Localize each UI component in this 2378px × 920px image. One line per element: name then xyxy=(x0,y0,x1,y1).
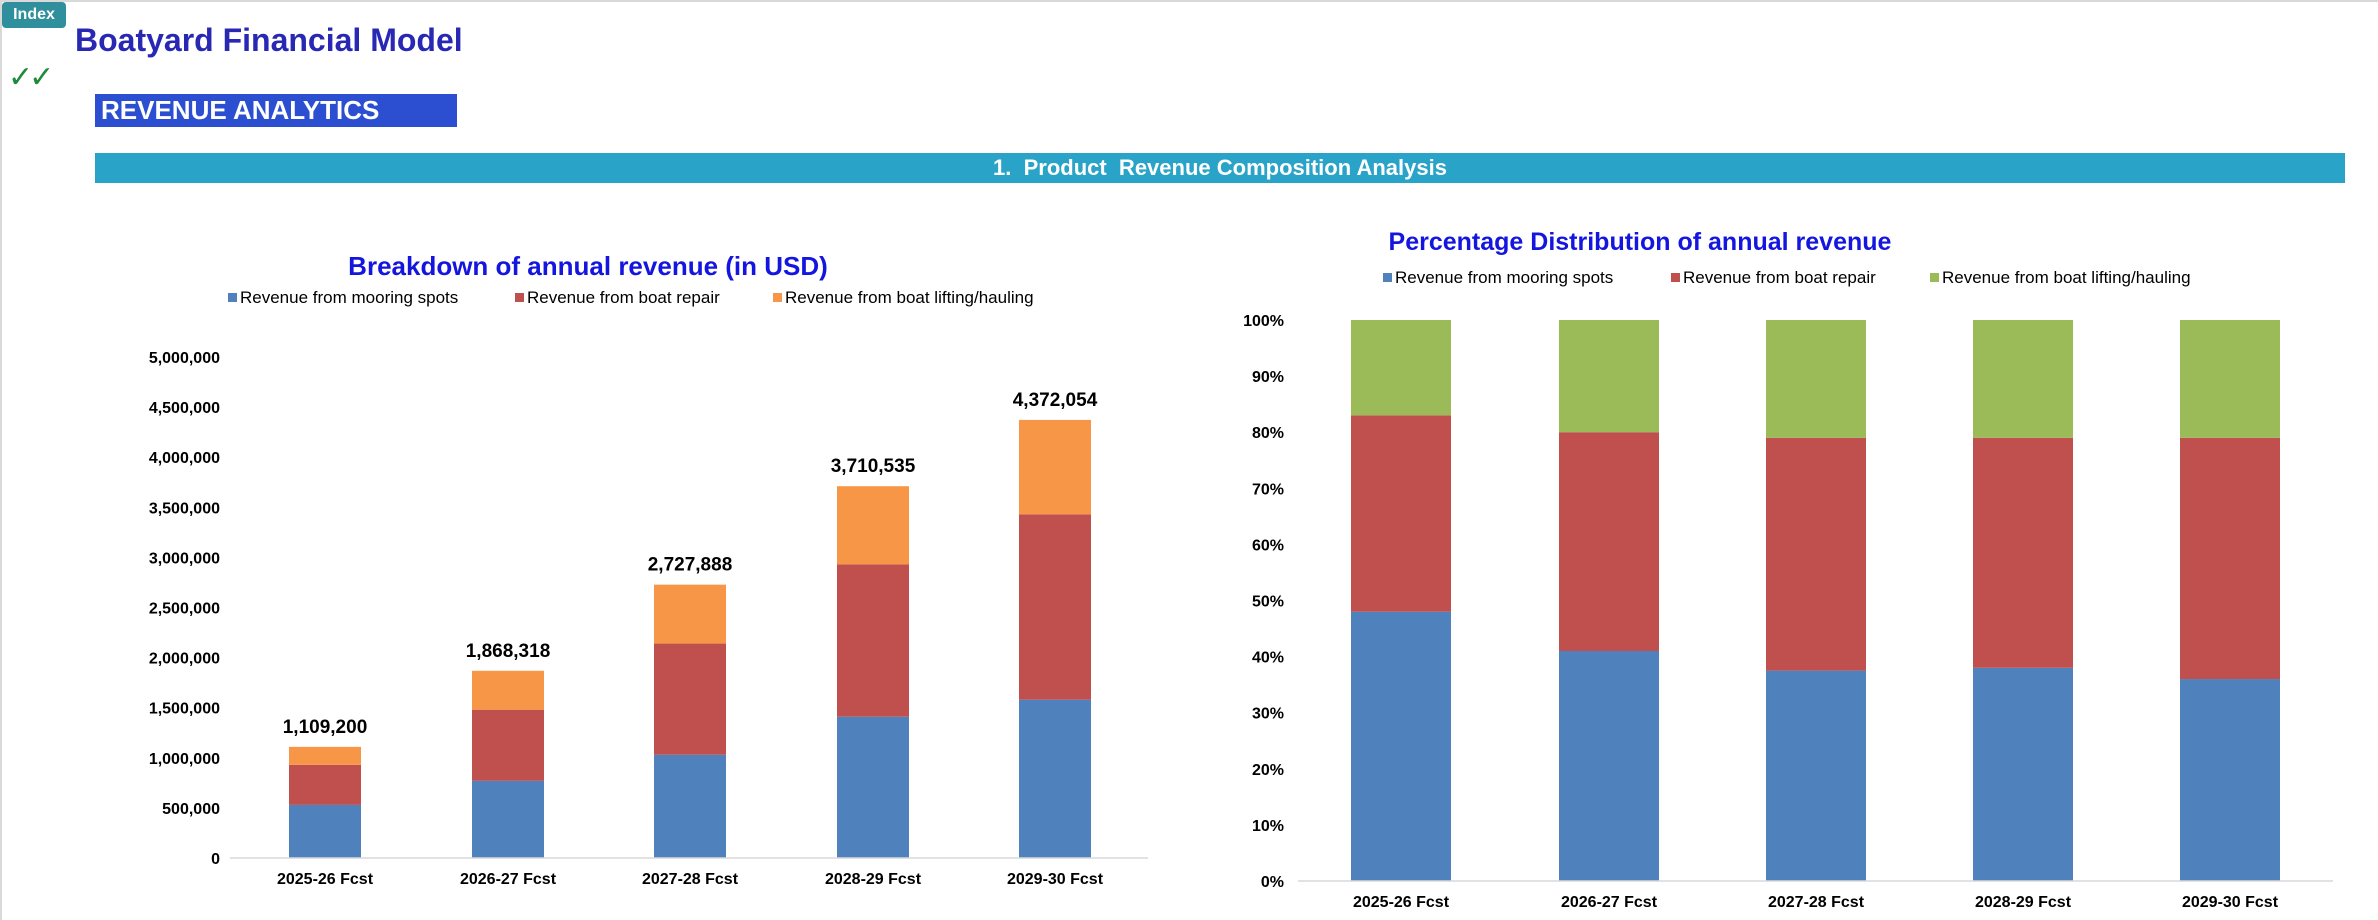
chart2-bar-2-5 xyxy=(2180,437,2280,680)
chart1-x-tick-label: 2028-29 Fcst xyxy=(825,871,922,888)
chart2-bar-2-4 xyxy=(1973,437,2073,668)
chart2-y-tick-label: 40% xyxy=(1252,650,1284,667)
chart1-bar-2-3 xyxy=(654,643,726,755)
chart2-legend-swatch-1 xyxy=(1383,273,1392,282)
chart1-y-tick-label: 1,000,000 xyxy=(149,751,220,768)
chart1-legend-swatch-3 xyxy=(773,293,782,302)
chart2-y-tick-label: 50% xyxy=(1252,594,1284,611)
chart2-y-tick-label: 20% xyxy=(1252,762,1284,779)
chart1-bar-3-5 xyxy=(1019,419,1091,515)
subsection-title: 1. Product Revenue Composition Analysis xyxy=(95,153,2345,183)
chart2-bar-3-4 xyxy=(1973,320,2073,438)
chart2-y-tick-label: 90% xyxy=(1252,369,1284,386)
chart1-total-label: 3,710,535 xyxy=(831,456,916,477)
chart1-y-tick-label: 2,500,000 xyxy=(149,601,220,618)
chart1-legend-swatch-1 xyxy=(228,293,237,302)
chart1-bar-3-1 xyxy=(289,746,361,765)
chart1-x-tick-label: 2026-27 Fcst xyxy=(460,871,557,888)
chart1-x-tick-label: 2029-30 Fcst xyxy=(1007,871,1104,888)
chart1-y-tick-label: 4,500,000 xyxy=(149,400,220,417)
chart1-total-label: 2,727,888 xyxy=(648,555,733,576)
chart2-y-tick-label: 80% xyxy=(1252,425,1284,442)
chart1-y-tick-label: 500,000 xyxy=(162,801,220,818)
chart1-total-label: 1,868,318 xyxy=(466,641,551,662)
chart2-title: Percentage Distribution of annual revenu… xyxy=(1389,228,1892,256)
chart1-bar-2-4 xyxy=(837,564,909,717)
chart2-bar-3-2 xyxy=(1559,320,1659,433)
chart2-x-tick-label: 2027-28 Fcst xyxy=(1768,894,1865,911)
chart2-y-tick-label: 100% xyxy=(1243,313,1284,330)
chart1-title: Breakdown of annual revenue (in USD) xyxy=(348,251,828,281)
chart1-bar-3-4 xyxy=(837,486,909,565)
top-border xyxy=(0,0,2378,2)
chart1-y-tick-label: 2,000,000 xyxy=(149,651,220,668)
chart2-y-tick-label: 70% xyxy=(1252,481,1284,498)
chart1-legend-swatch-2 xyxy=(515,293,524,302)
chart2-bar-1-3 xyxy=(1766,670,1866,881)
chart1-y-tick-label: 4,000,000 xyxy=(149,450,220,467)
chart1-bar-2-5 xyxy=(1019,514,1091,700)
chart1-x-tick-label: 2025-26 Fcst xyxy=(277,871,374,888)
chart1-bar-2-2 xyxy=(472,709,544,781)
chart2-bar-1-2 xyxy=(1559,650,1659,881)
chart2-x-tick-label: 2029-30 Fcst xyxy=(2182,894,2279,911)
chart1-y-tick-label: 3,000,000 xyxy=(149,550,220,567)
chart1-total-label: 1,109,200 xyxy=(283,717,368,738)
left-border xyxy=(0,0,2,920)
chart2-bar-2-3 xyxy=(1766,437,1866,671)
chart2-legend-label-3: Revenue from boat lifting/hauling xyxy=(1942,268,2191,287)
chart2-bar-1-5 xyxy=(2180,679,2280,881)
chart2-bar-2-2 xyxy=(1559,432,1659,651)
chart2-bar-2-1 xyxy=(1351,415,1451,612)
chart2-x-tick-label: 2025-26 Fcst xyxy=(1353,894,1450,911)
chart1-bar-1-5 xyxy=(1019,699,1091,858)
chart2-legend-label-1: Revenue from mooring spots xyxy=(1395,268,1613,287)
chart1-legend-label-1: Revenue from mooring spots xyxy=(240,288,458,307)
chart1-legend-label-2: Revenue from boat repair xyxy=(527,288,720,307)
chart1-legend-label-3: Revenue from boat lifting/hauling xyxy=(785,288,1034,307)
section-title: REVENUE ANALYTICS xyxy=(95,94,457,127)
chart2-y-tick-label: 0% xyxy=(1261,874,1284,891)
chart2-bar-3-1 xyxy=(1351,320,1451,416)
chart2-legend-label-2: Revenue from boat repair xyxy=(1683,268,1876,287)
chart1-bar-1-3 xyxy=(654,754,726,858)
chart2-x-tick-label: 2028-29 Fcst xyxy=(1975,894,2072,911)
double-check-icon: ✓✓ xyxy=(8,60,54,95)
chart1-bar-3-3 xyxy=(654,584,726,644)
chart1-bar-1-1 xyxy=(289,804,361,858)
chart2-x-tick-label: 2026-27 Fcst xyxy=(1561,894,1658,911)
chart2-bar-3-3 xyxy=(1766,320,1866,438)
chart1-bar-1-2 xyxy=(472,780,544,858)
index-button[interactable]: Index xyxy=(2,2,66,28)
app-title: Boatyard Financial Model xyxy=(75,22,463,58)
chart2-y-tick-label: 30% xyxy=(1252,706,1284,723)
chart1-x-tick-label: 2027-28 Fcst xyxy=(642,871,739,888)
chart1-bar-2-1 xyxy=(289,764,361,805)
chart1-total-label: 4,372,054 xyxy=(1013,390,1098,411)
chart2-legend-swatch-2 xyxy=(1671,273,1680,282)
chart2-bar-1-1 xyxy=(1351,611,1451,881)
chart1-y-tick-label: 0 xyxy=(211,851,220,868)
chart1-bar-1-4 xyxy=(837,716,909,858)
chart1-y-tick-label: 3,500,000 xyxy=(149,500,220,517)
chart2-bar-3-5 xyxy=(2180,320,2280,438)
chart1-y-tick-label: 5,000,000 xyxy=(149,350,220,367)
chart2-y-tick-label: 60% xyxy=(1252,537,1284,554)
chart2-y-tick-label: 10% xyxy=(1252,818,1284,835)
chart1-y-tick-label: 1,500,000 xyxy=(149,701,220,718)
chart1-bar-3-2 xyxy=(472,670,544,710)
chart2-legend-swatch-3 xyxy=(1930,273,1939,282)
chart2-bar-1-4 xyxy=(1973,667,2073,881)
